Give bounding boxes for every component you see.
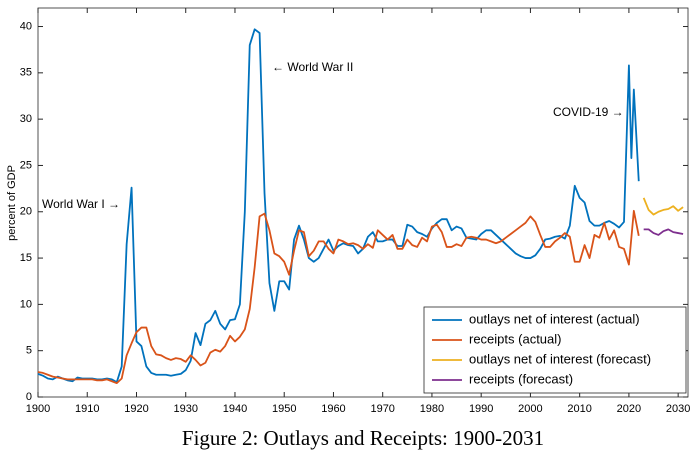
annotation: COVID-19 → — [553, 105, 624, 119]
caption: Figure 2: Outlays and Receipts: 1900-203… — [182, 426, 544, 450]
y-tick-label: 40 — [20, 20, 32, 32]
series-line — [642, 197, 684, 216]
x-tick-label: 2030 — [666, 403, 690, 415]
legend-label: receipts (actual) — [469, 331, 561, 346]
x-tick-label: 2000 — [518, 403, 542, 415]
x-tick-label: 1950 — [272, 403, 296, 415]
y-tick-label: 15 — [20, 252, 32, 264]
series-line — [37, 209, 640, 385]
x-tick-label: 2010 — [567, 403, 591, 415]
plot-frame — [37, 7, 689, 398]
legend-label: receipts (forecast) — [469, 371, 573, 386]
x-tick-label: 2020 — [617, 403, 641, 415]
y-tick-label: 20 — [20, 206, 32, 218]
y-axis-label: percent of GDP — [6, 165, 18, 241]
y-tick-label: 30 — [20, 113, 32, 125]
y-tick-label: 35 — [20, 67, 32, 79]
y-tick-label: 5 — [26, 345, 32, 357]
x-tick-label: 1920 — [124, 403, 148, 415]
legend-box — [423, 306, 687, 394]
legend-label: outlays net of interest (actual) — [469, 311, 640, 326]
series-line — [37, 28, 640, 384]
x-tick-label: 1960 — [321, 403, 345, 415]
x-tick-label: 1910 — [75, 403, 99, 415]
y-tick-label: 10 — [20, 298, 32, 310]
x-tick-label: 1900 — [26, 403, 50, 415]
x-tick-label: 1980 — [420, 403, 444, 415]
x-tick-label: 1990 — [469, 403, 493, 415]
x-tick-label: 1940 — [223, 403, 247, 415]
series-line — [643, 228, 684, 236]
annotation: World War I → — [42, 197, 120, 211]
annotation: ← World War II — [272, 60, 353, 74]
x-tick-label: 1930 — [173, 403, 197, 415]
y-tick-label: 25 — [20, 159, 32, 171]
y-tick-label: 0 — [26, 391, 32, 403]
legend-label: outlays net of interest (forecast) — [469, 351, 651, 366]
x-tick-label: 1970 — [370, 403, 394, 415]
